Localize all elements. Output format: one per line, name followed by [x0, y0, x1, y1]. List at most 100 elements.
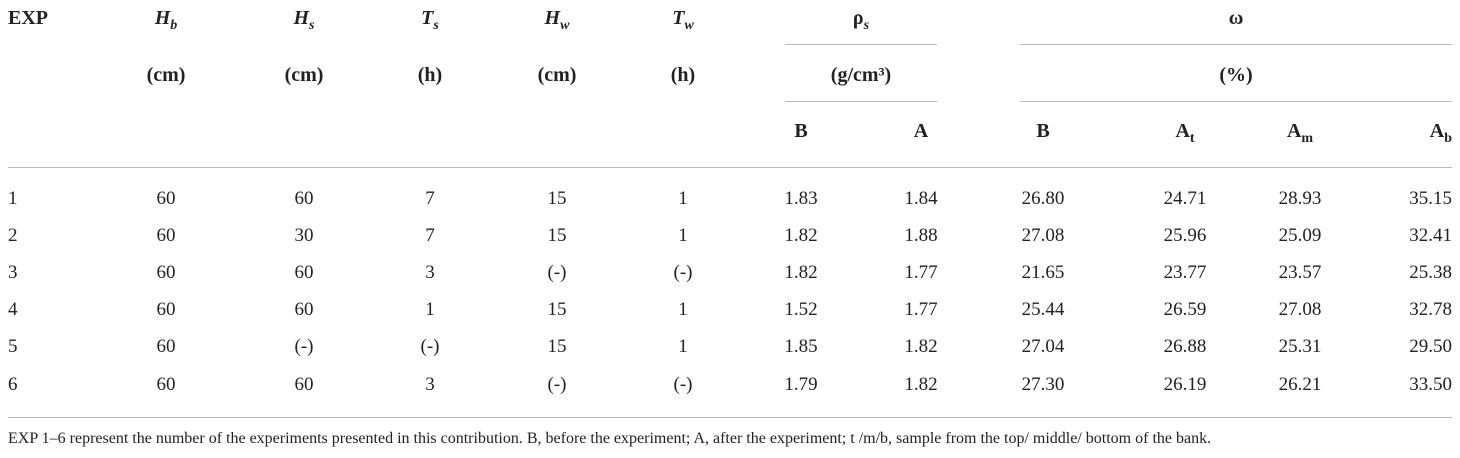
- table-cell: 3: [8, 262, 18, 283]
- table-cell: 1.83: [784, 188, 818, 209]
- rule-line: [1020, 44, 1452, 45]
- table-cell: 7: [425, 188, 435, 209]
- table-cell: 27.08: [1021, 225, 1065, 246]
- table-cell: (-): [673, 262, 693, 283]
- table-cell: 1.84: [904, 188, 938, 209]
- table-cell: 60: [156, 262, 176, 283]
- table-cell: 15: [547, 299, 567, 320]
- table-cell: 1: [678, 188, 688, 209]
- table-cell: 1.82: [904, 374, 938, 395]
- table-cell: 7: [425, 225, 435, 246]
- table-cell: 21.65: [1021, 262, 1065, 283]
- table-cell: (-): [420, 336, 440, 357]
- column-header-symbol: H: [544, 7, 561, 29]
- table-cell: 1.79: [784, 374, 818, 395]
- table-cell: 26.19: [1163, 374, 1207, 395]
- table-cell: 27.08: [1278, 299, 1322, 320]
- table-cell: 26.59: [1163, 299, 1207, 320]
- rule-line: [1020, 101, 1452, 102]
- rule-line: [785, 44, 937, 45]
- column-header: Hb: [154, 7, 178, 33]
- column-header: Tw: [672, 7, 694, 33]
- column-header-symbol: T: [672, 7, 685, 29]
- sub-column-header: B: [794, 120, 807, 142]
- table-cell: 27.30: [1021, 374, 1065, 395]
- table-cell: 60: [294, 262, 314, 283]
- column-header-subscript: s: [433, 18, 439, 33]
- table-cell: 1.82: [904, 336, 938, 357]
- table-cell: 24.71: [1163, 188, 1207, 209]
- table-cell: 32.41: [1409, 225, 1452, 246]
- table-cell: 1: [425, 299, 435, 320]
- table-cell: 15: [547, 225, 567, 246]
- unit-label: (h): [417, 64, 443, 86]
- column-header-symbol: EXP: [8, 7, 48, 29]
- table-cell: 60: [156, 336, 176, 357]
- column-header: Hw: [544, 7, 570, 33]
- table-cell: 35.15: [1409, 188, 1452, 209]
- table-cell: 1: [678, 225, 688, 246]
- column-header-subscript: w: [684, 18, 694, 33]
- table-cell: 4: [8, 299, 18, 320]
- unit-label: (%): [1219, 64, 1253, 86]
- table-cell: 25.44: [1021, 299, 1065, 320]
- column-header-subscript: s: [309, 18, 315, 33]
- table-cell: 1.85: [784, 336, 818, 357]
- column-header-symbol: H: [154, 7, 171, 29]
- table-cell: 23.57: [1278, 262, 1322, 283]
- table-cell: 30: [294, 225, 314, 246]
- sub-column-header: At: [1175, 120, 1194, 146]
- table-cell: 60: [156, 225, 176, 246]
- sub-column-header: Ab: [1430, 120, 1452, 146]
- table-cell: 60: [294, 188, 314, 209]
- table-cell: (-): [673, 374, 693, 395]
- column-header-subscript: b: [170, 18, 178, 33]
- unit-label: (cm): [284, 64, 324, 86]
- table-cell: 25.31: [1278, 336, 1322, 357]
- unit-label: (h): [670, 64, 696, 86]
- table-cell: 60: [156, 374, 176, 395]
- sub-column-header: A: [914, 120, 928, 142]
- table-cell: 33.50: [1409, 374, 1452, 395]
- sub-column-header-subscript: b: [1444, 131, 1452, 146]
- table-cell: 1.82: [784, 262, 818, 283]
- table-cell: 1.82: [784, 225, 818, 246]
- table-cell: 3: [425, 262, 435, 283]
- column-header: EXP: [8, 7, 48, 29]
- table-cell: 2: [8, 225, 18, 246]
- unit-label: (g/cm³): [830, 64, 892, 86]
- column-header-symbol: T: [421, 7, 434, 29]
- sub-column-header-subscript: t: [1189, 131, 1195, 146]
- sub-column-header: B: [1036, 120, 1049, 142]
- table-cell: 26.88: [1163, 336, 1207, 357]
- table-cell: 60: [294, 299, 314, 320]
- group-header-symbol: ω: [1228, 7, 1244, 29]
- table-cell: 1: [8, 188, 18, 209]
- column-header-symbol: H: [293, 7, 310, 29]
- table-cell: 1.77: [904, 262, 938, 283]
- unit-label: (cm): [146, 64, 186, 86]
- table-cell: 1.77: [904, 299, 938, 320]
- sub-column-header: Am: [1287, 120, 1313, 146]
- table-cell: 60: [156, 188, 176, 209]
- group-header: ρs: [852, 7, 869, 33]
- sub-column-header-subscript: m: [1301, 131, 1314, 146]
- rule-line: [8, 417, 1452, 418]
- sub-column-header-symbol: A: [1175, 120, 1190, 142]
- table-cell: 26.21: [1278, 374, 1322, 395]
- unit-label: (cm): [537, 64, 577, 86]
- table-cell: (-): [294, 336, 314, 357]
- table-cell: 1.88: [904, 225, 938, 246]
- table-cell: 29.50: [1409, 336, 1452, 357]
- group-header-subscript: s: [863, 18, 870, 33]
- table-cell: (-): [547, 374, 567, 395]
- table-cell: 3: [425, 374, 435, 395]
- sub-column-header-symbol: B: [794, 120, 808, 142]
- table-cell: 27.04: [1021, 336, 1065, 357]
- table-cell: 25.38: [1409, 262, 1452, 283]
- table-cell: 1: [678, 299, 688, 320]
- group-header-symbol: ρ: [852, 7, 864, 29]
- rule-line: [8, 167, 1452, 168]
- table-cell: 25.96: [1163, 225, 1207, 246]
